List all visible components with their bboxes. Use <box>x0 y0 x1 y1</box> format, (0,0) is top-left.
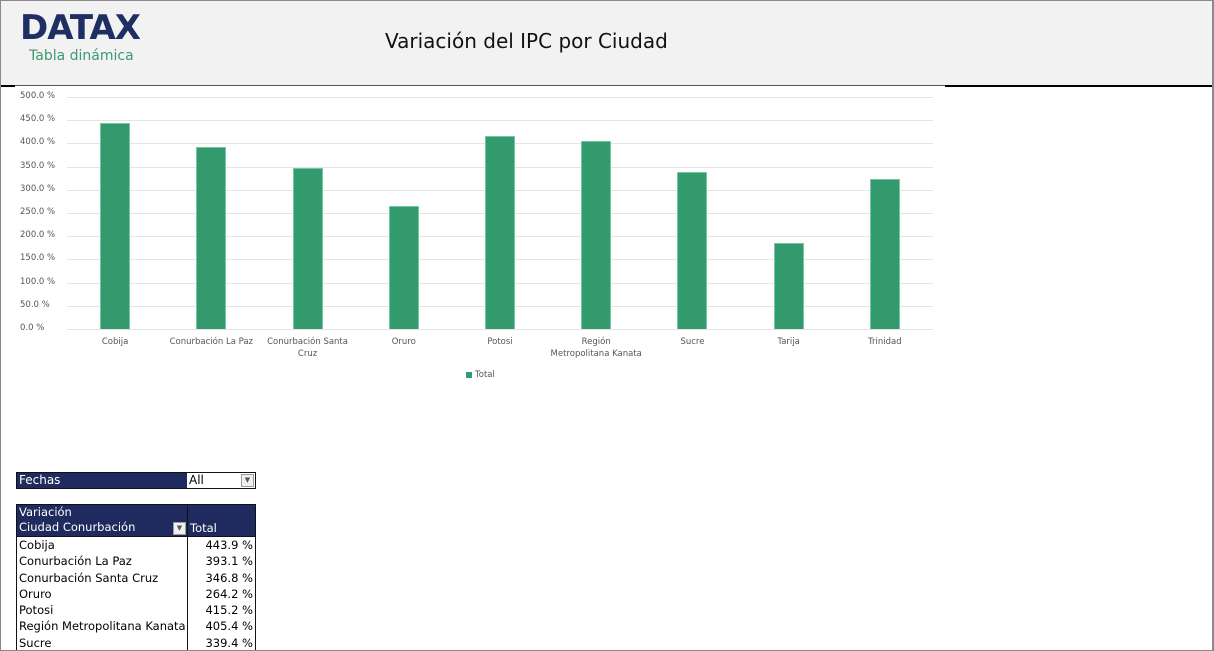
pivot-cell-city: Sucre <box>17 634 188 651</box>
x-axis-category-label: Conurbación Santa Cruz <box>267 337 348 359</box>
y-axis-tick-label: 400.0 % <box>20 137 56 148</box>
pivot-row[interactable]: Región Metropolitana Kanata 405.4 % <box>17 618 255 635</box>
pivot-header-total: Total <box>190 521 217 535</box>
chart-bar[interactable] <box>869 179 900 329</box>
header-divider-left <box>1 85 15 87</box>
page-title: Variación del IPC por Ciudad <box>385 29 668 53</box>
pivot-cell-city: Potosi <box>17 602 188 619</box>
chart-legend: Total <box>466 370 495 380</box>
y-axis-tick-label: 350.0 % <box>20 160 56 171</box>
y-axis-tick-label: 450.0 % <box>20 114 56 125</box>
pivot-cell-city: Cobija <box>17 537 188 554</box>
filter-label: Fechas <box>17 473 187 488</box>
legend-swatch-icon <box>466 372 472 378</box>
x-axis-category-label: Oruro <box>391 337 416 347</box>
gridline <box>67 97 933 98</box>
chart-bar[interactable] <box>100 123 131 329</box>
y-axis-tick-label: 150.0 % <box>20 253 56 264</box>
pivot-cell-total: 443.9 % <box>205 538 253 552</box>
header-bar: DATAX Tabla dinámica Variación del IPC p… <box>0 0 1214 86</box>
pivot-header-city-label: Ciudad Conurbación <box>19 520 136 534</box>
pivot-header: Variación Ciudad Conurbación ▼ Total <box>17 504 255 537</box>
logo-subtitle: Tabla dinámica <box>29 48 134 64</box>
y-axis-tick-label: 200.0 % <box>20 230 56 241</box>
x-axis-category-label: Conurbación La Paz <box>169 337 254 347</box>
gridline <box>67 120 933 122</box>
header-divider <box>945 85 1212 87</box>
pivot-cell-city: Región Metropolitana Kanata <box>17 618 188 635</box>
pivot-cell-total: 346.8 % <box>205 570 253 585</box>
x-axis-category-label: Región Metropolitana Kanata <box>550 337 642 359</box>
pivot-cell-city: Conurbación La Paz <box>17 553 188 570</box>
pivot-cell-total: 405.4 % <box>205 619 253 634</box>
pivot-header-variation: Variación <box>19 505 72 519</box>
y-axis-tick-label: 0.0 % <box>20 323 45 333</box>
pivot-row[interactable]: Cobija 443.9 % <box>17 537 255 554</box>
chart-bar[interactable] <box>485 136 515 329</box>
pivot-row[interactable]: Conurbación Santa Cruz 346.8 % <box>17 569 255 586</box>
x-axis-category-label: Sucre <box>680 337 705 347</box>
y-axis-tick-label: 100.0 % <box>20 276 56 287</box>
pivot-body: Cobija 443.9 % Conurbación La Paz 393.1 % Co… <box>17 537 255 651</box>
pivot-table: Variación Ciudad Conurbación ▼ Total Cob… <box>16 504 256 651</box>
chart-bar[interactable] <box>773 242 804 329</box>
legend-label: Total <box>475 370 495 380</box>
x-axis-category-label: Tarija <box>777 337 800 347</box>
pivot-row[interactable]: Conurbación La Paz 393.1 % <box>17 553 255 570</box>
pivot-row[interactable]: Potosi 415.2 % <box>17 602 255 619</box>
pivot-cell-total: 393.1 % <box>205 554 253 569</box>
chart-bar[interactable] <box>677 171 708 329</box>
chart-bar[interactable] <box>388 206 419 329</box>
filter-dropdown-icon[interactable]: ▼ <box>173 522 186 535</box>
gridline <box>67 329 933 330</box>
filter-value: All <box>189 473 204 487</box>
pivot-cell-total: 339.4 % <box>205 635 253 650</box>
x-axis-category-label: Cobija <box>101 337 129 347</box>
pivot-cell-total: 415.2 % <box>205 603 253 618</box>
chart-bar[interactable] <box>196 146 227 329</box>
pivot-header-city: Variación Ciudad Conurbación ▼ <box>17 505 188 536</box>
fechas-dropdown[interactable]: All ▼ <box>187 473 255 488</box>
y-axis-tick-label: 500.0 % <box>20 91 56 101</box>
y-axis-tick-label: 300.0 % <box>20 183 56 194</box>
pivot-cell-city: Conurbación Santa Cruz <box>17 569 188 586</box>
y-axis-tick-label: 250.0 % <box>20 207 56 217</box>
pivot-cell-total: 264.2 % <box>205 586 253 601</box>
pivot-cell-city: Oruro <box>17 585 188 603</box>
datax-logo: DATAX <box>20 8 141 48</box>
chart-bar[interactable] <box>292 168 323 329</box>
chart-bar[interactable] <box>581 140 612 329</box>
dropdown-arrow-icon[interactable]: ▼ <box>241 474 254 487</box>
x-axis-category-label: Trinidad <box>868 337 902 347</box>
fechas-filter: Fechas All ▼ <box>16 472 256 489</box>
pivot-row[interactable]: Sucre 339.4 % <box>17 634 255 651</box>
y-axis-tick-label: 50.0 % <box>20 299 50 310</box>
pivot-row[interactable]: Oruro 264.2 % <box>17 585 255 603</box>
x-axis-category-label: Potosi <box>487 337 513 347</box>
ipc-bar-chart[interactable]: Total 0.0 % 50.0 % 100.0 % 150.0 % 200.0 % 25… <box>15 87 945 387</box>
